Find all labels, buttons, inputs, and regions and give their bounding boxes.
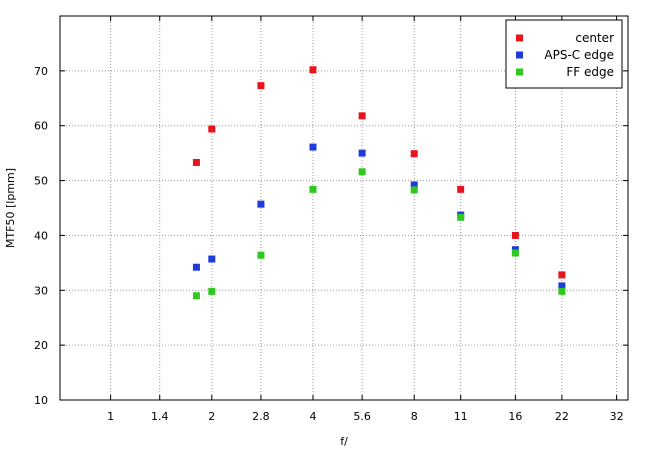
series-ff-edge xyxy=(192,168,566,300)
x-tick-label: 4 xyxy=(310,410,317,423)
y-tick-label: 60 xyxy=(34,120,48,133)
data-point xyxy=(410,186,418,194)
x-tick-label: 32 xyxy=(610,410,624,423)
legend: center APS-C edge FF edge xyxy=(505,19,623,89)
x-tick-label: 2 xyxy=(208,410,215,423)
y-tick-label: 50 xyxy=(34,175,48,188)
data-point xyxy=(358,168,366,176)
x-axis-label: f/ xyxy=(340,435,348,448)
legend-marker xyxy=(516,68,523,76)
data-point xyxy=(208,287,216,295)
y-tick-label: 30 xyxy=(34,284,48,297)
y-tick-label: 20 xyxy=(34,339,48,352)
data-point xyxy=(511,231,519,239)
data-point xyxy=(257,251,265,259)
data-point xyxy=(309,185,317,193)
x-tick-label: 22 xyxy=(555,410,569,423)
x-tick-label: 1 xyxy=(107,410,114,423)
data-point xyxy=(208,125,216,133)
data-point xyxy=(257,200,265,208)
data-point xyxy=(558,282,566,290)
data-point xyxy=(309,66,317,74)
data-point xyxy=(558,271,566,279)
data-point xyxy=(192,292,200,300)
data-point xyxy=(309,143,317,151)
data-points xyxy=(192,66,566,300)
series-center xyxy=(192,66,566,279)
y-tick-label: 40 xyxy=(34,229,48,242)
plot-frame xyxy=(59,15,629,401)
legend-marker xyxy=(516,51,523,59)
data-point xyxy=(511,249,519,257)
data-point xyxy=(457,185,465,193)
legend-box xyxy=(505,19,623,89)
data-point xyxy=(410,181,418,189)
x-tick-label: 11 xyxy=(454,410,468,423)
axis-ticks: 1 1.4 2 2.8 4 5.6 8 11 16 22 32 10 20 30 40 50 60 70 xyxy=(34,16,628,423)
x-tick-label: 5.6 xyxy=(353,410,371,423)
data-point xyxy=(192,158,200,166)
data-point xyxy=(457,213,465,221)
legend-entry: APS-C edge xyxy=(544,48,614,62)
data-point xyxy=(257,82,265,90)
data-point xyxy=(558,287,566,295)
legend-entry: FF edge xyxy=(566,65,614,79)
y-tick-label: 10 xyxy=(34,394,48,407)
data-point xyxy=(358,149,366,157)
legend-marker xyxy=(516,34,523,42)
x-tick-label: 16 xyxy=(508,410,522,423)
x-tick-label: 8 xyxy=(411,410,418,423)
data-point xyxy=(410,150,418,158)
legend-entry: center xyxy=(575,31,614,45)
x-tick-label: 2.8 xyxy=(252,410,270,423)
x-tick-label: 1.4 xyxy=(151,410,169,423)
y-tick-label: 70 xyxy=(34,65,48,78)
y-axis-label: MTF50 [lpmm] xyxy=(4,168,17,248)
data-point xyxy=(208,255,216,263)
data-point xyxy=(358,112,366,120)
data-point xyxy=(192,263,200,271)
